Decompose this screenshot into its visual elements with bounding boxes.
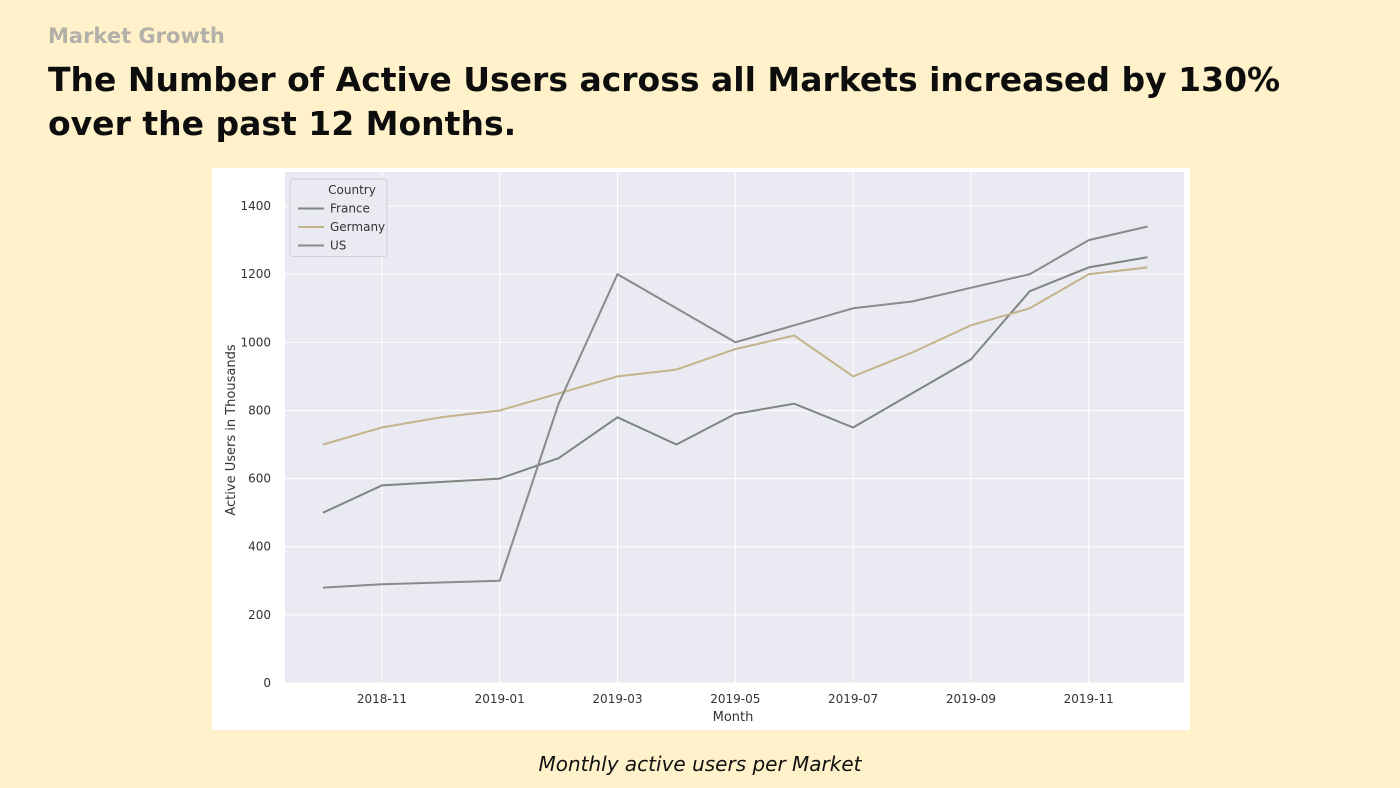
x-tick-label: 2019-03 bbox=[592, 692, 642, 706]
legend-box bbox=[289, 178, 388, 257]
page-title: The Number of Active Users across all Ma… bbox=[48, 60, 1281, 143]
y-tick-label: 200 bbox=[248, 608, 271, 622]
line-chart: 0 200 400 600 800 1000 1200 1400 2018-11 2019-01 2… bbox=[224, 172, 1184, 725]
series-line-germany bbox=[322, 266, 1148, 446]
y-tick-label: 0 bbox=[263, 676, 271, 690]
legend-title: Country bbox=[328, 183, 376, 197]
y-tick-label: 1000 bbox=[240, 335, 271, 349]
y-tick-label: 800 bbox=[248, 403, 271, 417]
y-tick-label: 400 bbox=[248, 540, 271, 554]
x-tick-label: 2019-01 bbox=[475, 692, 525, 706]
x-tick-label: 2019-09 bbox=[946, 692, 996, 706]
chart-caption: Monthly active users per Market bbox=[538, 752, 862, 776]
x-tick-label: 2019-05 bbox=[710, 692, 760, 706]
chart-card: 0 200 400 600 800 1000 1200 1400 2018-11 2019-01 2… bbox=[212, 168, 1190, 730]
legend-label: US bbox=[330, 239, 346, 253]
plot-area bbox=[285, 172, 1184, 683]
legend-label: Germany bbox=[330, 220, 385, 234]
section-kicker: Market Growth bbox=[48, 24, 225, 48]
legend-label: France bbox=[330, 202, 370, 216]
x-tick-label: 2019-11 bbox=[1064, 692, 1114, 706]
series-line-us bbox=[322, 225, 1148, 589]
x-axis-label: Month bbox=[713, 710, 754, 725]
x-tick-label: 2018-11 bbox=[357, 692, 407, 706]
y-tick-label: 1200 bbox=[240, 267, 271, 281]
y-tick-label: 600 bbox=[248, 472, 271, 486]
y-axis-label: Active Users in Thousands bbox=[224, 344, 239, 515]
x-tick-label: 2019-07 bbox=[828, 692, 878, 706]
y-tick-label: 1400 bbox=[240, 199, 271, 213]
